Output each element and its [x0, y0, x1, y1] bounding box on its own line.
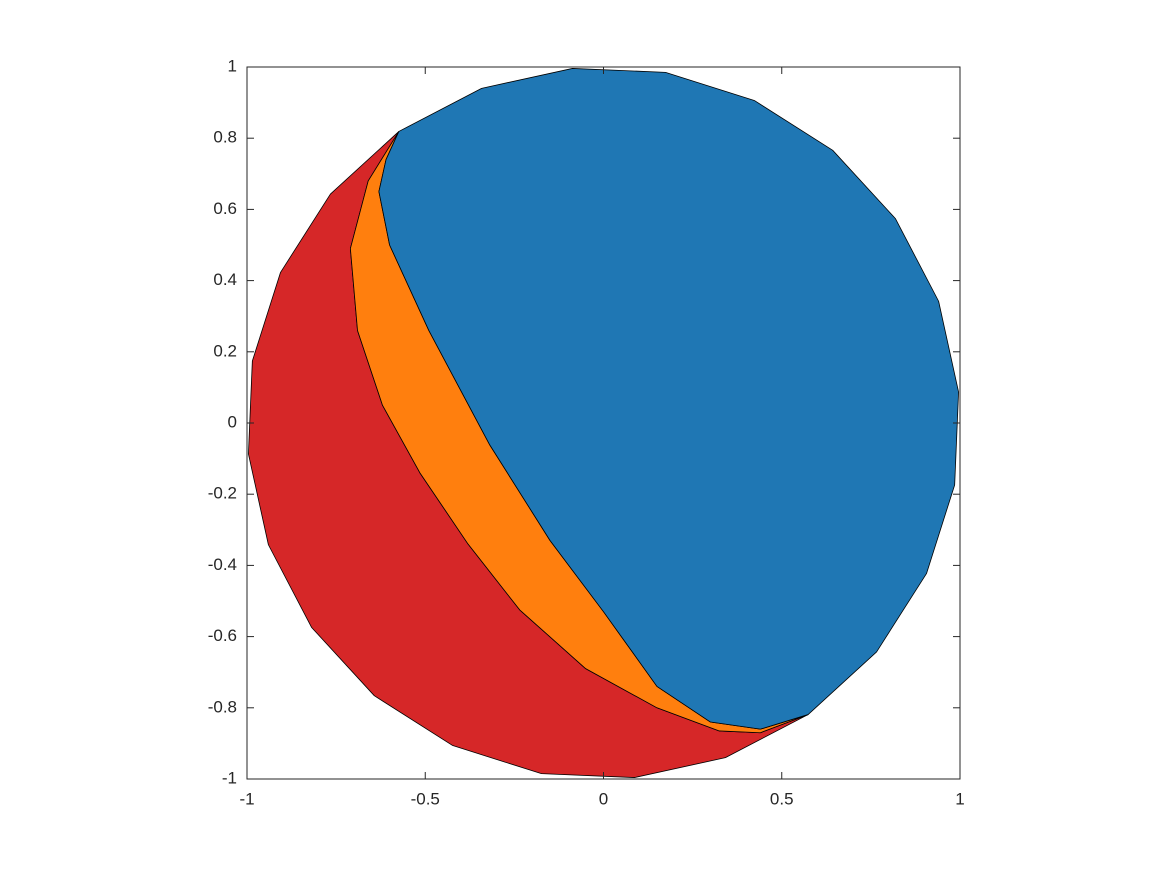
y-tick-label: -0.2	[208, 484, 237, 503]
y-tick-label: 0.8	[213, 128, 237, 147]
y-tick-label: -0.4	[208, 555, 237, 574]
y-tick-label: 1	[228, 56, 237, 75]
x-tick-label: 0.5	[770, 789, 794, 808]
y-tick-label: 0.6	[213, 199, 237, 218]
x-tick-label: -1	[239, 789, 254, 808]
y-tick-label: 0.4	[213, 270, 237, 289]
y-tick-label: -0.8	[208, 697, 237, 716]
y-tick-label: 0	[228, 412, 237, 431]
y-tick-label: -1	[222, 768, 237, 787]
x-tick-label: 1	[955, 789, 964, 808]
y-tick-label: -0.6	[208, 626, 237, 645]
region	[378, 68, 959, 730]
y-tick-label: 0.2	[213, 341, 237, 360]
x-tick-label: -0.5	[411, 789, 440, 808]
x-tick-label: 0	[599, 789, 608, 808]
